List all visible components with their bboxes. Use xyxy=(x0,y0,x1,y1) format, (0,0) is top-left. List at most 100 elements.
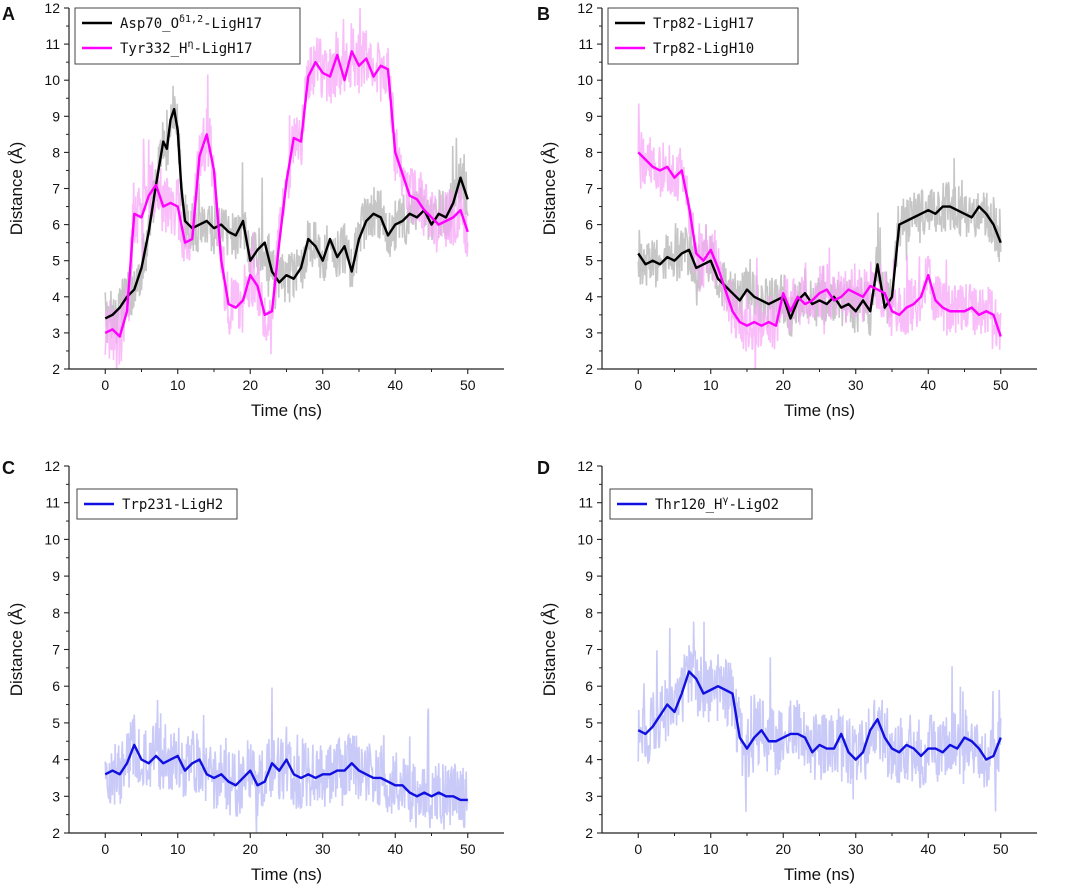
x-axis-label: Time (ns) xyxy=(251,865,322,884)
x-tick-label: 40 xyxy=(387,377,403,393)
y-tick-label: 10 xyxy=(577,72,593,88)
x-tick-label: 0 xyxy=(101,377,109,393)
panel-letter: C xyxy=(2,458,15,478)
raw-trace-2 xyxy=(637,103,1002,369)
legend-entry: Thr120_Hγ-LigO2 xyxy=(655,495,779,513)
y-tick-label: 4 xyxy=(52,752,60,768)
y-tick-label: 2 xyxy=(585,361,593,377)
legend: Trp82-LigH17 Trp82-LigH10 xyxy=(607,7,799,65)
series-line-2 xyxy=(637,151,1002,337)
y-tick-label: 6 xyxy=(52,678,60,694)
panel-letter: B xyxy=(537,4,550,24)
x-tick-label: 20 xyxy=(775,377,791,393)
y-tick-label: 6 xyxy=(52,217,60,233)
y-tick-label: 8 xyxy=(52,605,60,621)
y-tick-label: 5 xyxy=(52,715,60,731)
series-line-1 xyxy=(104,743,468,802)
panel-c: C 2 3 4 5 6 7 8 9 10 11 12 0 10 20 30 40 50 Time (ns) Dista… xyxy=(2,458,504,884)
y-tick-label: 9 xyxy=(585,568,593,584)
y-axis-label: Distance (Å) xyxy=(7,142,26,236)
y-tick-label: 8 xyxy=(585,605,593,621)
y-tick-label: 10 xyxy=(44,531,60,547)
y-tick-label: 7 xyxy=(52,642,60,658)
legend-entry: Tyr332_Hη-LigH17 xyxy=(120,39,252,57)
y-tick-label: 8 xyxy=(52,144,60,160)
series-line-1 xyxy=(637,205,1002,320)
x-tick-label: 50 xyxy=(460,377,476,393)
y-tick-label: 2 xyxy=(52,825,60,841)
x-tick-label: 30 xyxy=(848,377,864,393)
y-tick-label: 10 xyxy=(577,531,593,547)
panel-b: B 2 3 4 5 6 7 8 9 10 11 12 0 10 20 30 40 50 Time (ns) Dista… xyxy=(537,0,1037,420)
y-tick-label: 9 xyxy=(52,568,60,584)
legend-box xyxy=(607,7,799,65)
y-tick-label: 3 xyxy=(52,788,60,804)
x-tick-label: 30 xyxy=(848,841,864,857)
x-tick-label: 10 xyxy=(703,377,719,393)
legend: Trp231-LigH2 xyxy=(76,488,238,520)
x-axis-label: Time (ns) xyxy=(784,401,855,420)
plot-area xyxy=(104,8,469,369)
y-tick-label: 12 xyxy=(577,458,593,474)
y-tick-label: 2 xyxy=(585,825,593,841)
legend-entry: Asp70_Oδ1,2-LigH17 xyxy=(120,14,262,32)
y-tick-label: 3 xyxy=(585,325,593,341)
y-tick-label: 5 xyxy=(585,715,593,731)
panel-letter: D xyxy=(537,458,550,478)
y-tick-label: 11 xyxy=(45,36,60,52)
y-tick-label: 11 xyxy=(578,495,593,511)
y-tick-label: 7 xyxy=(52,181,60,197)
y-tick-label: 6 xyxy=(585,217,593,233)
y-tick-label: 11 xyxy=(578,36,593,52)
y-tick-label: 2 xyxy=(52,361,60,377)
x-tick-label: 40 xyxy=(920,377,936,393)
y-tick-label: 4 xyxy=(585,289,593,305)
y-tick-label: 5 xyxy=(52,253,60,269)
legend-entry: Trp82-LigH10 xyxy=(653,41,754,57)
y-tick-label: 4 xyxy=(585,752,593,768)
y-tick-label: 3 xyxy=(585,788,593,804)
legend: Asp70_Oδ1,2-LigH17 Tyr332_Hη-LigH17 xyxy=(74,7,301,65)
series-line-1 xyxy=(637,670,1002,761)
x-axis-label: Time (ns) xyxy=(251,401,322,420)
y-tick-label: 9 xyxy=(585,108,593,124)
legend: Thr120_Hγ-LigO2 xyxy=(609,488,813,520)
y-tick-label: 9 xyxy=(52,108,60,124)
x-tick-label: 10 xyxy=(170,841,186,857)
raw-trace-1 xyxy=(637,621,1002,812)
y-tick-label: 7 xyxy=(585,642,593,658)
y-tick-label: 3 xyxy=(52,325,60,341)
y-tick-label: 7 xyxy=(585,181,593,197)
x-tick-label: 50 xyxy=(993,841,1009,857)
y-tick-label: 4 xyxy=(52,289,60,305)
x-tick-label: 20 xyxy=(775,841,791,857)
y-tick-label: 5 xyxy=(585,253,593,269)
y-tick-label: 12 xyxy=(44,458,60,474)
y-axis-label: Distance (Å) xyxy=(540,603,559,697)
x-tick-label: 20 xyxy=(242,377,258,393)
plot-area xyxy=(637,621,1002,812)
x-tick-label: 50 xyxy=(460,841,476,857)
panel-a: A 2 3 4 5 6 7 8 9 10 11 12 0 10 20 30 40 50 Time (ns) Dista… xyxy=(2,0,504,420)
y-tick-label: 10 xyxy=(44,72,60,88)
y-tick-label: 11 xyxy=(45,495,60,511)
y-tick-label: 8 xyxy=(585,144,593,160)
x-tick-label: 40 xyxy=(920,841,936,857)
plot-area xyxy=(104,687,469,833)
legend-entry: Trp231-LigH2 xyxy=(122,497,223,513)
x-tick-label: 0 xyxy=(634,841,642,857)
x-tick-label: 30 xyxy=(315,841,331,857)
x-tick-label: 10 xyxy=(170,377,186,393)
y-tick-label: 12 xyxy=(44,0,60,16)
legend-box xyxy=(74,7,301,65)
legend-entry: Trp82-LigH17 xyxy=(653,16,754,32)
x-tick-label: 30 xyxy=(315,377,331,393)
panel-d: D 2 3 4 5 6 7 8 9 10 11 12 0 10 20 30 40 50 Time (ns) Dista… xyxy=(537,458,1037,884)
y-tick-label: 12 xyxy=(577,0,593,16)
x-tick-label: 0 xyxy=(634,377,642,393)
x-tick-label: 10 xyxy=(703,841,719,857)
x-axis-label: Time (ns) xyxy=(784,865,855,884)
y-tick-label: 6 xyxy=(585,678,593,694)
x-tick-label: 20 xyxy=(242,841,258,857)
